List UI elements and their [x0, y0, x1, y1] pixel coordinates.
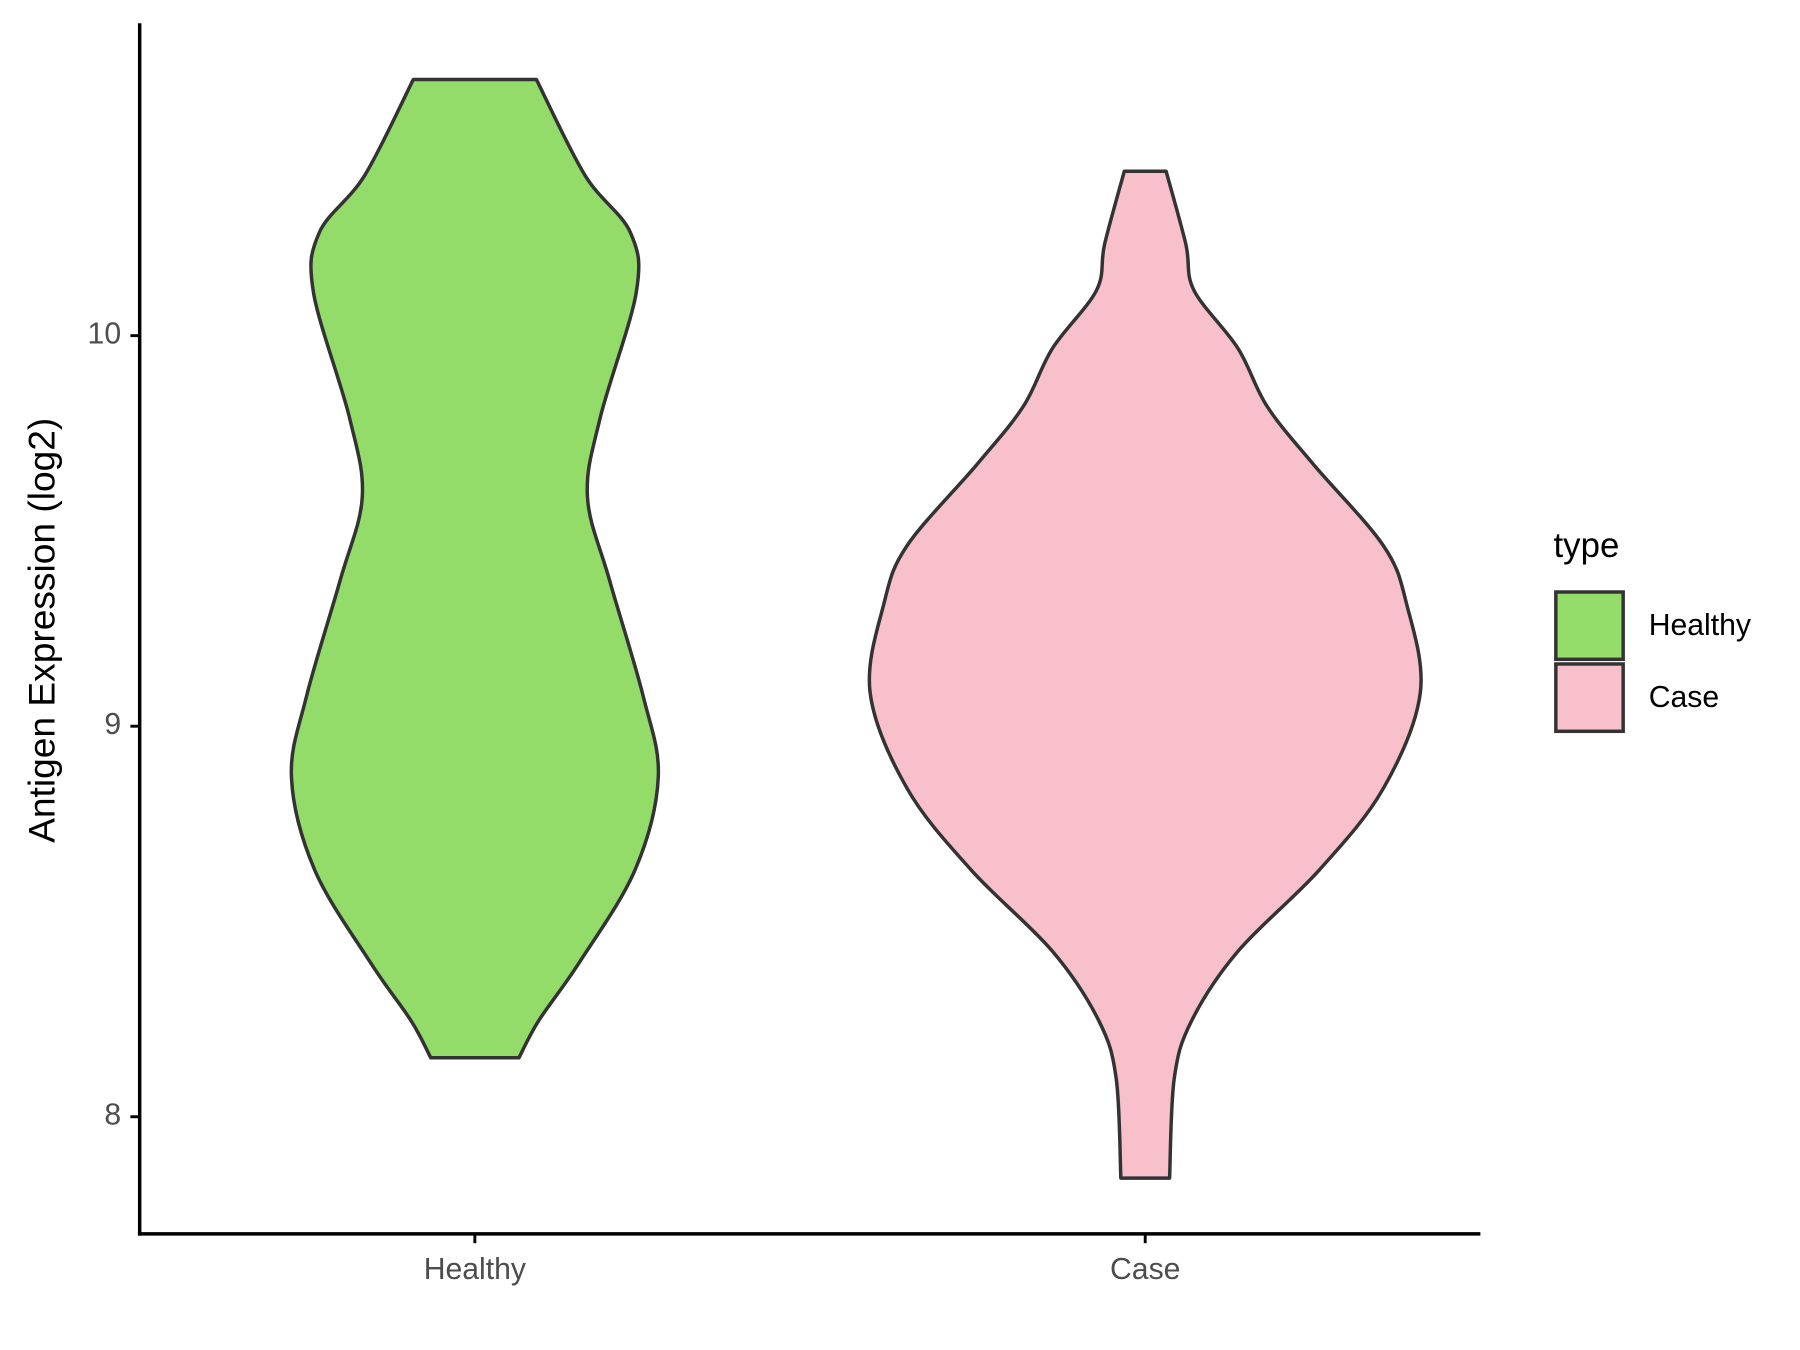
legend-swatch: [1554, 662, 1625, 734]
legend-swatch: [1554, 590, 1625, 662]
violin: [867, 169, 1423, 1180]
legend-label: Case: [1649, 681, 1719, 714]
y-tick-label: 9: [104, 708, 121, 741]
violin: [289, 77, 661, 1060]
legend-label: Healthy: [1649, 609, 1752, 642]
legend-title: type: [1554, 526, 1620, 565]
y-tick-label: 10: [88, 318, 122, 351]
y-tick-label: 8: [104, 1099, 121, 1132]
y-axis-label: Antigen Expression (log2): [20, 418, 62, 843]
x-tick-label: Case: [1110, 1253, 1180, 1286]
x-tick-label: Healthy: [424, 1253, 527, 1286]
